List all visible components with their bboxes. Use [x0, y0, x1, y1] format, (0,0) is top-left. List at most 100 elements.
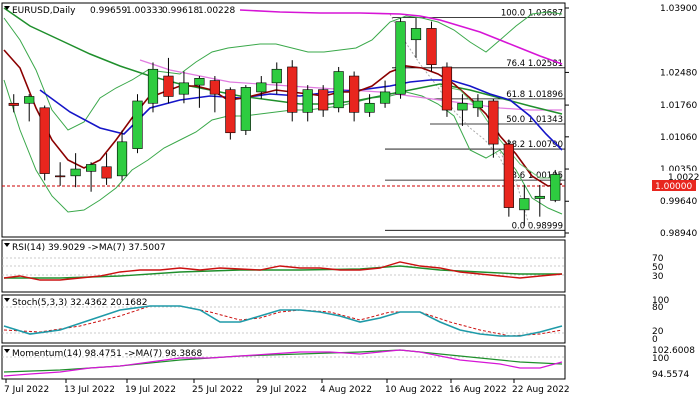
momentum-indicator: Momentum(14) 98.4751 ->MA(7) 98.3868 102…: [2, 346, 695, 380]
date-tick-label: 4 Aug 2022: [320, 385, 372, 395]
bullish-candle: [271, 68, 282, 84]
stoch-label: Stoch(5,3,3) 32.4362 20.1682: [12, 298, 147, 308]
date-tick-label: 10 Aug 2022: [385, 385, 443, 395]
magenta-ma-line: [239, 9, 563, 65]
bullish-candle: [410, 28, 422, 41]
price-tick-label: 0.99640: [660, 197, 697, 207]
price-tick-label: 0.98940: [660, 229, 697, 239]
trend-line-2: [499, 151, 531, 229]
fib-label: 76.4 1.02581: [506, 59, 563, 69]
momentum-tick-high: 102.6008: [652, 346, 695, 356]
ohlc-high: 1.00333: [126, 6, 163, 16]
bearish-candle: [225, 89, 236, 134]
collapse-triangle-icon[interactable]: [4, 349, 10, 353]
dark-red-ma-line: [3, 49, 563, 187]
rsi-tick-30: 30: [652, 272, 664, 282]
stoch-tick-0: 0: [652, 335, 658, 345]
bullish-candle: [364, 102, 375, 113]
fib-label: 23.6 1.00105: [506, 171, 563, 181]
momentum-tick-low: 94.5574: [652, 370, 689, 380]
chart-header: EURUSD,Daily 0.99659 1.00333 0.99618 1.0…: [4, 6, 235, 16]
bullish-candle: [550, 174, 561, 201]
bullish-candle: [240, 87, 251, 131]
current-price-label: 1.00228: [668, 173, 700, 183]
current-price-box: [566, 171, 700, 182]
stoch-signal-line: [3, 305, 563, 337]
bullish-candle: [379, 91, 391, 104]
collapse-triangle-icon[interactable]: [4, 6, 10, 10]
bullish-candle: [457, 102, 468, 111]
inner-band-line: [439, 85, 562, 179]
date-tick-label: 16 Aug 2022: [449, 385, 507, 395]
rsi-tick-70: 70: [652, 254, 664, 264]
bullish-candle: [132, 100, 143, 149]
marker-level-box: [652, 180, 696, 191]
rsi-tick-50: 50: [652, 263, 664, 273]
bullish-candle: [70, 168, 81, 177]
rsi-line: [3, 261, 563, 281]
stoch-indicator: Stoch(5,3,3) 32.4362 20.1682 100 80 20 0: [2, 296, 669, 345]
price-tick-label: 1.01760: [660, 101, 697, 111]
date-tick-label: 29 Jul 2022: [256, 385, 307, 395]
bearish-candle: [503, 143, 514, 208]
momentum-panel[interactable]: [1, 345, 566, 380]
bearish-candle: [101, 166, 112, 179]
bearish-candle: [209, 80, 220, 95]
price-tick-label: 1.00350: [660, 165, 697, 175]
date-tick-label: 13 Jul 2022: [64, 385, 115, 395]
collapse-triangle-icon[interactable]: [4, 298, 10, 302]
bullish-candle: [395, 21, 406, 95]
main-price-panel[interactable]: [1, 2, 566, 238]
bearish-candle: [55, 175, 66, 178]
fib-label: 38.2 1.00790: [506, 140, 563, 150]
green-ma-line: [3, 7, 563, 115]
momentum-label: Momentum(14) 98.4751 ->MA(7) 98.3868: [12, 349, 203, 359]
bullish-candle: [24, 96, 35, 104]
bullish-candle: [178, 82, 190, 95]
stoch-panel[interactable]: [1, 294, 566, 344]
price-axis[interactable]: 1.03900 1.02480 1.01760 1.01060 1.00350 0.996…: [565, 4, 697, 239]
momentum-line: [3, 349, 563, 377]
ohlc-close: 1.00228: [198, 6, 235, 16]
bullish-candle: [333, 71, 344, 109]
date-axis[interactable]: 7 Jul 2022 13 Jul 2022 19 Jul 2022 25 Jul 2…: [4, 379, 570, 395]
price-tick-label: 1.02480: [660, 68, 697, 78]
date-tick-label: 7 Jul 2022: [4, 385, 49, 395]
ohlc-low: 0.99618: [162, 6, 199, 16]
date-tick-label: 25 Jul 2022: [192, 385, 243, 395]
bearish-candle: [441, 66, 453, 111]
stoch-tick-20: 20: [652, 327, 664, 337]
bearish-candle: [163, 75, 174, 97]
momentum-tick-100: 100: [652, 354, 669, 364]
candlestick-series: [8, 17, 561, 226]
bollinger-upper-line: [3, 11, 563, 131]
symbol-label: EURUSD,Daily: [12, 6, 76, 16]
bearish-candle: [488, 100, 499, 145]
bullish-candle: [302, 89, 313, 113]
ohlc-open: 0.99659: [90, 6, 127, 16]
rsi-indicator: RSI(14) 39.9029 ->MA(7) 37.5007 70 50 30: [2, 243, 664, 282]
collapse-triangle-icon[interactable]: [4, 243, 10, 247]
fib-label: 61.8 1.01896: [506, 90, 563, 100]
bullish-candle: [147, 68, 159, 104]
price-tick-label: 1.01060: [660, 133, 697, 143]
bollinger-lower-line: [3, 79, 563, 215]
rsi-label: RSI(14) 39.9029 ->MA(7) 37.5007: [12, 243, 166, 253]
fib-label: 0.0 0.98999: [512, 221, 563, 231]
date-tick-label: 19 Jul 2022: [125, 385, 176, 395]
bearish-candle: [8, 102, 19, 106]
marker-level-label: 1.00000: [655, 182, 692, 192]
bullish-candle: [519, 198, 530, 211]
bullish-candle: [194, 78, 205, 86]
bearish-candle: [287, 66, 298, 113]
bearish-candle: [426, 28, 437, 66]
bullish-candle: [86, 164, 97, 172]
price-tick-label: 1.03900: [660, 4, 697, 14]
bullish-candle: [472, 100, 483, 109]
bullish-candle: [256, 82, 267, 93]
date-tick-label: 22 Aug 2022: [512, 385, 570, 395]
bearish-candle: [318, 89, 329, 111]
stoch-tick-80: 80: [652, 303, 664, 313]
stoch-tick-100: 100: [652, 296, 669, 306]
